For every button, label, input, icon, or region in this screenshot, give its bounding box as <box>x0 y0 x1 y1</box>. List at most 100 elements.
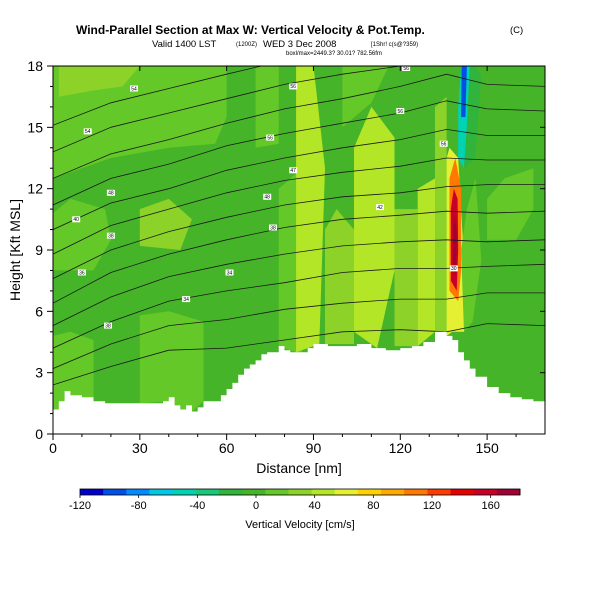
contour-label-box <box>106 189 115 196</box>
velocity-region <box>481 76 545 158</box>
x-axis: 0 30 60 90 120 150 <box>49 66 517 456</box>
colorbar-tick-label: 160 <box>481 500 499 512</box>
theta-contour <box>53 239 545 326</box>
terrain-mask <box>53 331 545 434</box>
colorbar-tick-label: 0 <box>253 500 259 512</box>
velocity-region <box>325 209 354 344</box>
velocity-region <box>464 66 482 169</box>
colorbar-segment <box>149 489 174 495</box>
velocity-region <box>487 290 522 398</box>
contour-label: 54 <box>85 129 91 135</box>
contour-label-box <box>376 204 384 211</box>
contour-label: 47 <box>290 168 296 174</box>
colorbar-segment <box>404 489 428 495</box>
velocity-region <box>394 209 418 347</box>
theta-contour <box>53 323 545 386</box>
velocity-region <box>296 66 325 353</box>
colorbar-segment <box>496 489 521 495</box>
colorbar-segment <box>473 489 498 495</box>
velocity-region <box>93 299 129 406</box>
velocity-region <box>527 270 545 402</box>
colorbar-segment <box>381 489 405 495</box>
colorbar: -120 -80 -40 0 40 80 120 160 <box>69 488 521 512</box>
chart-title-suffix: (C) <box>510 25 523 36</box>
x-tick-label: 0 <box>49 440 57 456</box>
x-tick-label: 150 <box>475 440 499 456</box>
contour-label-box <box>83 128 92 135</box>
theta-contour <box>53 66 401 153</box>
velocity-region <box>255 66 279 148</box>
y-axis-label: Height [Kft MSL] <box>7 199 23 301</box>
contour-label-box <box>225 269 234 276</box>
contour-label: 56 <box>403 66 409 72</box>
contour-label-box <box>130 85 138 92</box>
contour-label-box <box>266 134 275 141</box>
colorbar-segment <box>288 489 313 495</box>
contour-label: 38 <box>270 225 276 231</box>
x-axis-label: Distance [nm] <box>256 460 342 476</box>
velocity-region <box>53 66 227 179</box>
colorbar-segment <box>334 489 359 495</box>
colorbar-segment <box>242 489 266 495</box>
colorbar-segment <box>265 489 289 495</box>
contour-label-box <box>106 232 115 239</box>
theta-contour <box>53 210 545 304</box>
theta-contour <box>53 128 545 230</box>
contour-label-box <box>402 66 411 71</box>
colorbar-segment <box>126 489 150 495</box>
velocity-region <box>435 96 447 336</box>
contour-label: 56 <box>267 135 273 141</box>
colorbar-segment <box>427 489 452 495</box>
contour-label-box <box>449 265 458 272</box>
colorbar-segment <box>450 489 475 495</box>
colorbar-tick-label: -40 <box>189 500 205 512</box>
colorbar-tick-label: -120 <box>69 500 91 512</box>
velocity-region <box>139 198 192 250</box>
contour-label-box <box>77 269 86 276</box>
colorbar-segment <box>357 489 382 495</box>
chart-subtitle-date: WED 3 Dec 2008 <box>263 39 336 50</box>
velocity-region <box>417 178 435 347</box>
x-tick-label: 90 <box>306 440 322 456</box>
theta-contour <box>53 100 545 206</box>
contour-label: 34 <box>227 270 233 276</box>
contour-label: 38 <box>108 234 114 240</box>
contour-label-box <box>289 83 298 90</box>
chart-title: Wind-Parallel Section at Max W: Vertical… <box>76 23 425 37</box>
y-tick-label: 9 <box>35 242 43 258</box>
theta-contour <box>53 263 545 349</box>
colorbar-segment <box>195 489 220 495</box>
colorbar-frame <box>79 488 521 496</box>
velocity-region <box>453 217 457 275</box>
colorbar-segment <box>103 489 127 495</box>
y-tick-label: 3 <box>35 365 43 381</box>
velocity-region <box>354 106 395 349</box>
velocity-region <box>139 311 204 412</box>
contour-label-box <box>182 296 191 303</box>
contour-label-box <box>72 216 81 223</box>
contour-label-box <box>269 224 277 231</box>
contour-label: 38 <box>105 323 111 329</box>
contour-labels: 54 54 56 56 56 56 56 48 48 40 38 38 47 42 36 34 34 38 30 <box>72 66 458 329</box>
contour-label: 30 <box>451 266 457 272</box>
contour-label-box <box>104 322 112 329</box>
theta-contour <box>53 292 545 369</box>
colorbar-segment <box>172 489 197 495</box>
contour-label-box <box>396 108 405 114</box>
chart-small-note: boxl/max=2449.3? 30.01? 782.56fm <box>286 51 382 57</box>
colorbar-tick-label: 80 <box>367 500 379 512</box>
plot-area: 54 54 56 56 56 56 56 48 48 40 38 38 47 42 36 34 34 38 30 <box>53 66 545 434</box>
chart-subtitle-mid: (1200Z) <box>236 42 257 48</box>
colorbar-tick-label: -80 <box>131 500 147 512</box>
contour-label: 56 <box>441 142 447 148</box>
velocity-region <box>487 168 534 240</box>
velocity-region <box>53 198 111 271</box>
chart-subtitle-tail: [1Shr! c(s@?359) <box>371 42 418 48</box>
colorbar-segment <box>218 489 243 495</box>
contour-label: 56 <box>398 109 404 115</box>
contour-label-box <box>439 140 448 147</box>
theta-contour <box>53 73 545 179</box>
y-tick-label: 0 <box>35 426 43 442</box>
